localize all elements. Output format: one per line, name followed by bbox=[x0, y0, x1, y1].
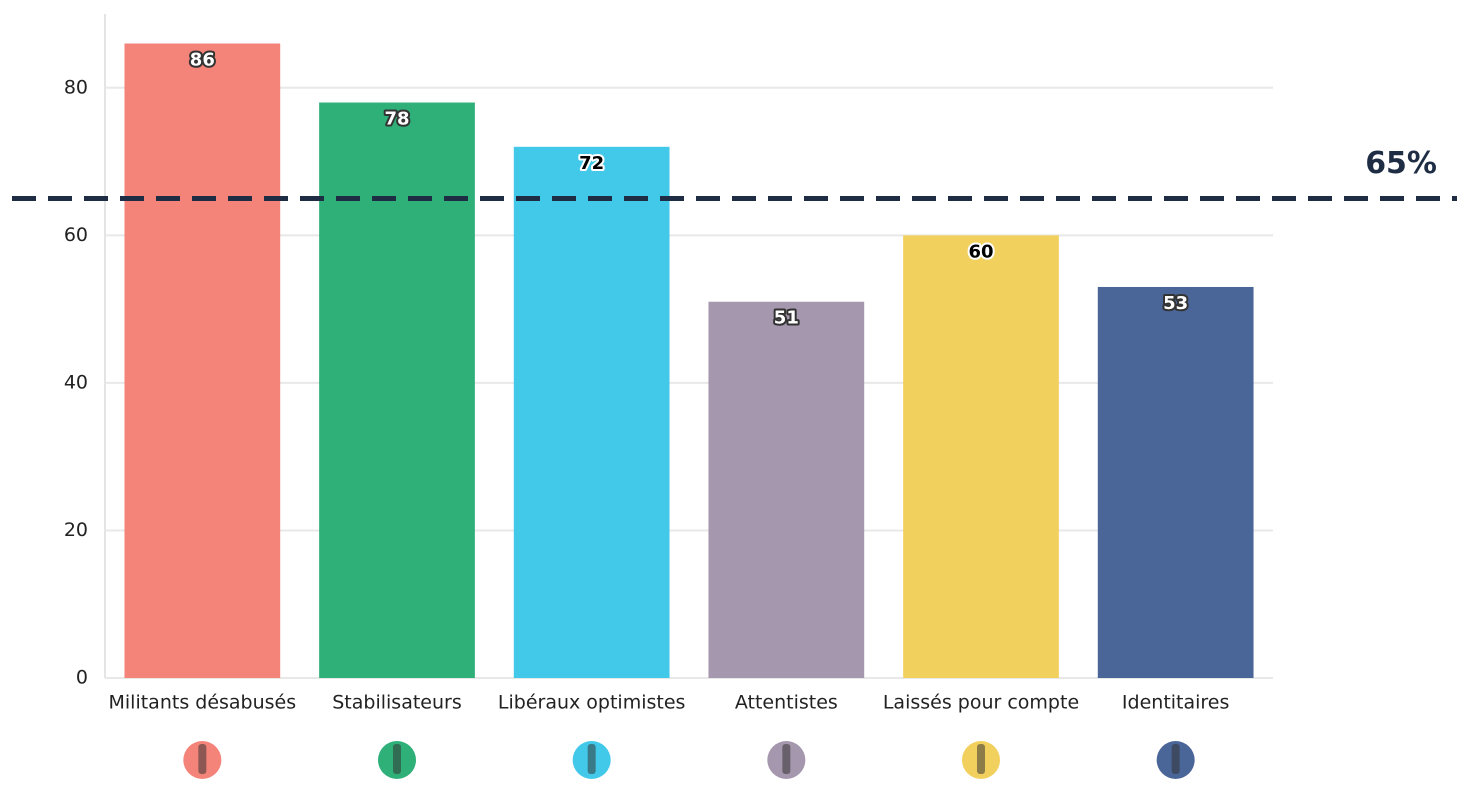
y-tick-label: 60 bbox=[64, 224, 88, 246]
reference-label: 65% bbox=[1365, 146, 1437, 181]
x-tick-label: Attentistes bbox=[735, 692, 838, 714]
bar bbox=[319, 102, 475, 679]
x-tick-label: Stabilisateurs bbox=[332, 692, 461, 714]
persona-figure bbox=[1171, 744, 1180, 774]
x-tick-label: Libéraux optimistes bbox=[498, 692, 686, 714]
y-tick-label: 80 bbox=[64, 76, 88, 98]
bar bbox=[124, 43, 281, 679]
bar bbox=[513, 146, 670, 679]
x-tick-label: Identitaires bbox=[1122, 692, 1229, 714]
persona-figure bbox=[587, 744, 596, 774]
x-tick-label: Militants désabusés bbox=[109, 692, 297, 714]
persona-figure bbox=[198, 744, 207, 774]
value-label: 86 bbox=[190, 50, 215, 71]
bar bbox=[1097, 286, 1254, 678]
persona-figure bbox=[977, 744, 985, 774]
bar bbox=[903, 235, 1059, 679]
value-label: 72 bbox=[579, 153, 604, 174]
persona-figure bbox=[393, 744, 401, 774]
persona-figure bbox=[782, 744, 791, 774]
value-label: 60 bbox=[968, 241, 993, 262]
value-label: 51 bbox=[774, 308, 799, 329]
value-label: 78 bbox=[384, 109, 409, 130]
y-tick-label: 40 bbox=[64, 371, 88, 393]
y-tick-label: 0 bbox=[76, 667, 88, 689]
x-tick-label: Laissés pour compte bbox=[883, 692, 1079, 714]
y-tick-label: 20 bbox=[64, 519, 88, 541]
bar bbox=[708, 301, 865, 678]
value-label: 53 bbox=[1163, 293, 1188, 314]
